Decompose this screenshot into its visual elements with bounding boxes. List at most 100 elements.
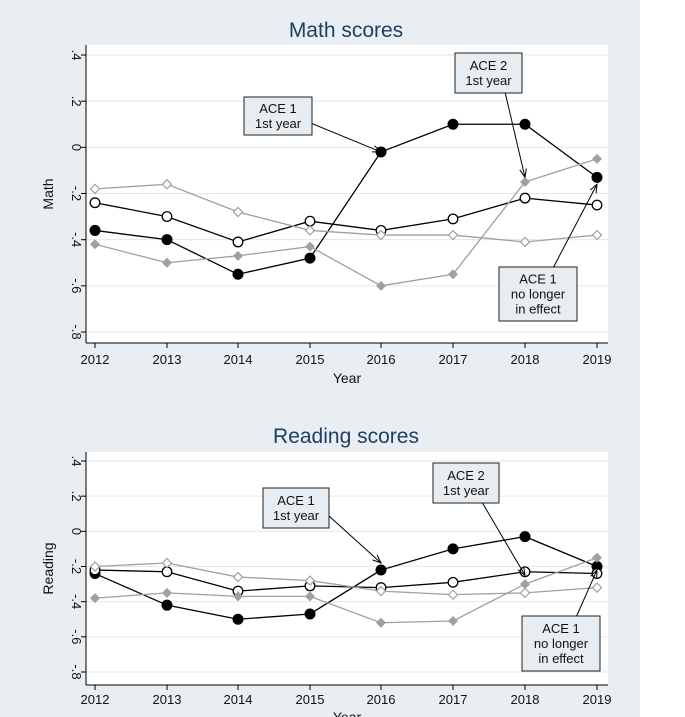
- x-tick-label: 2018: [511, 352, 540, 367]
- x-tick-label: 2012: [81, 692, 110, 707]
- data-point: [161, 566, 173, 578]
- data-point: [89, 561, 101, 572]
- data-point: [447, 576, 459, 588]
- charts-svg: .4 .2 0 -.2 -.4 -.6 -.8 2012 2013 2014 2015 2016 201…: [40, 19, 612, 717]
- data-point: [519, 118, 531, 130]
- annotation-box: [262, 487, 330, 529]
- annotation-text: 1st year: [443, 483, 490, 498]
- x-axis-label: Year: [333, 709, 362, 717]
- y-tick-label: .2: [69, 491, 84, 502]
- data-point: [376, 617, 386, 628]
- data-point: [448, 269, 458, 280]
- data-point: [375, 229, 387, 241]
- data-point: [89, 224, 101, 236]
- y-tick-label: -.8: [69, 664, 84, 679]
- data-point: [305, 241, 315, 252]
- x-tick-label: 2016: [367, 352, 396, 367]
- chart-title: Math scores: [289, 19, 403, 42]
- annotation-box: [454, 52, 523, 94]
- data-point: [304, 608, 316, 620]
- data-point: [447, 118, 459, 130]
- annotation-text: in effect: [538, 651, 584, 666]
- y-tick-label: -.6: [69, 629, 84, 644]
- data-point: [447, 213, 459, 225]
- annotation-text: ACE 1: [519, 272, 557, 287]
- annotation-text: in effect: [515, 302, 561, 317]
- annotation-text: ACE 2: [447, 468, 485, 483]
- arrow-head: [589, 183, 598, 194]
- data-point: [519, 236, 531, 248]
- data-point: [375, 585, 387, 597]
- y-tick-label: 0: [69, 528, 84, 535]
- data-point: [591, 229, 603, 241]
- y-tick-label: -.8: [69, 324, 84, 339]
- y-axis-label: Reading: [40, 542, 56, 594]
- y-tick-label: -.4: [69, 232, 84, 247]
- data-point: [90, 593, 100, 604]
- data-point: [448, 616, 458, 627]
- data-point: [232, 571, 244, 583]
- annotation-arrow: [482, 502, 526, 576]
- y-tick-label: .4: [69, 50, 84, 61]
- x-tick-label: 2013: [153, 352, 182, 367]
- data-point: [520, 176, 530, 187]
- y-tick-label: .4: [69, 456, 84, 467]
- series-line: [94, 197, 598, 243]
- data-point: [89, 197, 101, 209]
- y-tick-label: 0: [69, 144, 84, 151]
- data-point: [232, 236, 244, 248]
- y-tick-label: -.2: [69, 559, 84, 574]
- data-point: [447, 229, 459, 241]
- data-point: [161, 211, 173, 223]
- series-line: [94, 535, 598, 620]
- data-point: [232, 268, 244, 280]
- arrow-head: [371, 145, 383, 153]
- annotation-arrow: [576, 569, 598, 617]
- annotation-box: [432, 462, 500, 504]
- annotation-text: 1st year: [255, 116, 302, 131]
- annotation-arrow: [553, 184, 598, 268]
- series-line: [94, 569, 598, 592]
- annotation-text: ACE 1: [259, 101, 297, 116]
- data-point: [232, 206, 244, 218]
- data-point: [90, 239, 100, 250]
- x-tick-label: 2019: [583, 352, 612, 367]
- data-point: [162, 257, 172, 268]
- data-point: [592, 552, 602, 563]
- data-point: [233, 591, 243, 602]
- series-line: [94, 557, 598, 624]
- data-point: [305, 591, 315, 602]
- arrow-head: [590, 568, 598, 580]
- x-tick-label: 2018: [511, 692, 540, 707]
- x-tick-label: 2015: [296, 692, 325, 707]
- x-tick-label: 2017: [439, 352, 468, 367]
- chart-title: Reading scores: [273, 425, 419, 448]
- data-point: [232, 613, 244, 625]
- series-line: [94, 183, 598, 243]
- y-tick-label: -.4: [69, 594, 84, 609]
- arrow-head: [372, 554, 383, 564]
- data-point: [376, 280, 386, 291]
- x-axis-label: Year: [333, 370, 362, 386]
- y-tick-label: -.6: [69, 278, 84, 293]
- data-point: [161, 557, 173, 569]
- data-point: [591, 199, 603, 211]
- x-tick-label: 2014: [224, 692, 253, 707]
- x-tick-label: 2013: [153, 692, 182, 707]
- data-point: [304, 575, 316, 586]
- series-line: [94, 158, 598, 287]
- data-point: [519, 531, 531, 543]
- data-point: [519, 192, 531, 204]
- data-point: [304, 225, 316, 236]
- data-point: [89, 183, 101, 195]
- annotation-box: [521, 615, 601, 672]
- x-tick-label: 2012: [81, 352, 110, 367]
- data-point: [162, 587, 172, 598]
- series-line: [94, 562, 598, 596]
- data-point: [447, 543, 459, 555]
- data-point: [591, 582, 603, 593]
- data-point: [233, 250, 243, 261]
- data-point: [592, 153, 602, 164]
- annotation-text: no longer: [534, 636, 589, 651]
- annotation-text: ACE 2: [470, 58, 508, 73]
